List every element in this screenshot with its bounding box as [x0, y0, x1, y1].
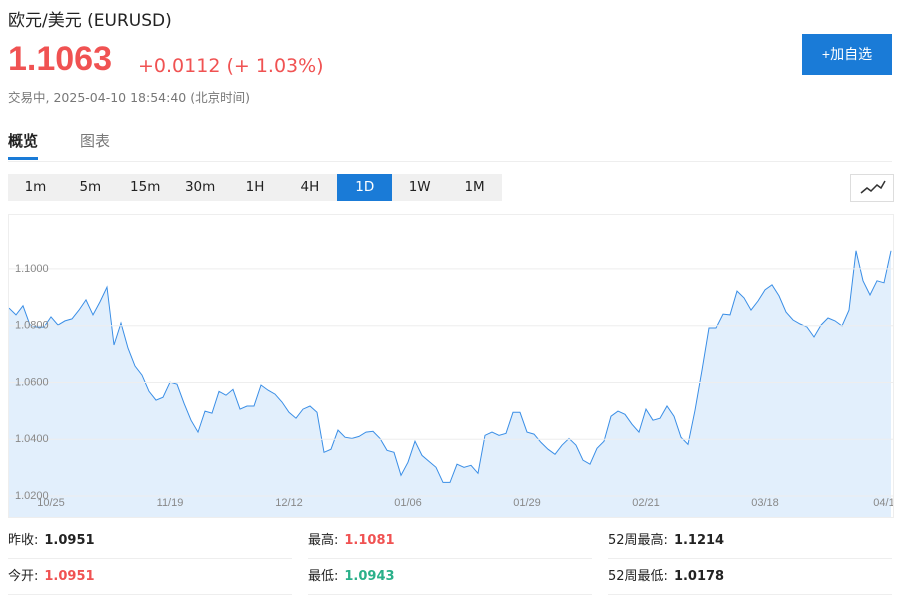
change: +0.0112 (+ 1.03%): [138, 55, 324, 77]
period-bar: 1m 5m 15m 30m 1H 4H 1D 1W 1M: [8, 174, 502, 201]
period-button[interactable]: 30m: [184, 179, 216, 195]
y-tick-label: 1.0200: [15, 490, 49, 502]
x-tick-label: 11/19: [157, 497, 184, 509]
stat-cell: 今开: 1.0951: [8, 559, 292, 595]
y-tick-label: 1.0400: [15, 433, 49, 445]
stat-value: 1.1214: [673, 533, 725, 548]
stat-cell: 52周最高: 1.1214: [608, 523, 892, 559]
x-tick-label: 01/06: [394, 497, 422, 509]
y-tick-label: 1.1000: [15, 263, 49, 275]
period-button[interactable]: 1D: [337, 174, 393, 201]
title: 欧元/美元 (EURUSD): [8, 11, 172, 31]
timezone: (北京时间): [190, 90, 250, 105]
area: [9, 250, 891, 517]
price: 1.1063: [8, 40, 112, 78]
stat-label: 今开:: [8, 569, 39, 584]
tab[interactable]: 图表: [80, 132, 111, 150]
status-text: 交易中,: [8, 90, 50, 105]
stat-value: 1.0178: [673, 569, 725, 584]
stat-value: 1.0951: [44, 533, 95, 548]
x-tick-label: 03/18: [751, 497, 779, 509]
period-button[interactable]: 1W: [408, 179, 431, 195]
period-button[interactable]: 4H: [300, 179, 320, 195]
stat-value: 1.1081: [344, 533, 395, 548]
stat-label: 52周最低:: [608, 569, 668, 584]
stat-cell: 最高: 1.1081: [308, 523, 592, 559]
stat-label: 最低:: [308, 569, 339, 584]
stats: 昨收: 1.0951 最高: 1.1081 52周最高: 1.1214 今开: 1.0951 最…: [8, 523, 898, 595]
y-tick-label: 1.0600: [15, 376, 49, 388]
x-tick-label: 04/1: [873, 497, 894, 509]
chart: 1.0200 1.0400 1.0600 1.0800 1.1000 10/25 11/19…: [8, 214, 894, 518]
x-tick-label: 01/29: [513, 497, 541, 509]
y-tick-label: 1.0800: [15, 320, 49, 332]
change-value: +0.0112: [138, 55, 221, 77]
chart-type-button[interactable]: [850, 174, 894, 202]
x-tick-label: 02/21: [632, 497, 660, 509]
add-watchlist[interactable]: +加自选: [802, 34, 892, 75]
period-button[interactable]: 1M: [464, 179, 485, 195]
time: 2025-04-10 18:54:40: [53, 90, 187, 105]
period-button[interactable]: 5m: [79, 179, 102, 195]
x-tick-label: 12/12: [275, 497, 303, 509]
divider: [8, 161, 892, 162]
period-button[interactable]: 15m: [130, 179, 161, 195]
line: [9, 250, 892, 483]
stat-cell: 最低: 1.0943: [308, 559, 592, 595]
x-tick-label: 10/25: [37, 497, 65, 509]
change-pct: (+ 1.03%): [226, 55, 324, 77]
period-button[interactable]: 1m: [24, 179, 47, 195]
status: 交易中, 2025-04-10 18:54:40 (北京时间): [8, 87, 250, 106]
stat-value: 1.0951: [44, 569, 95, 584]
stat-label: 最高:: [308, 533, 339, 548]
icon: [860, 180, 886, 194]
stat-cell: 52周最低: 1.0178: [608, 559, 892, 595]
period-button[interactable]: 1H: [245, 179, 265, 195]
tab[interactable]: 概览: [8, 130, 39, 160]
stat-cell: 昨收: 1.0951: [8, 523, 292, 559]
stat-label: 昨收:: [8, 533, 39, 548]
stat-value: 1.0943: [344, 569, 395, 584]
stat-label: 52周最高:: [608, 533, 668, 548]
